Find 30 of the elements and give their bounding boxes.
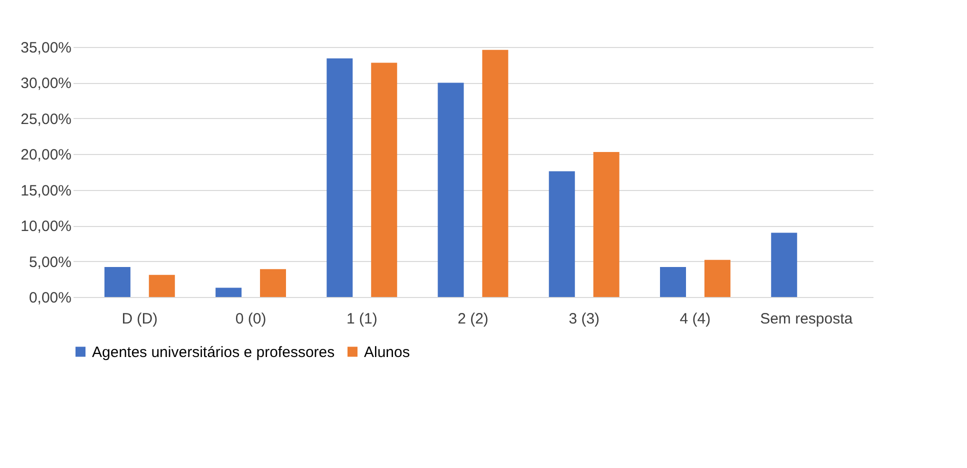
y-tick-label: 0,00% (28, 290, 72, 306)
bar (548, 171, 575, 297)
y-tick-label: 25,00% (20, 110, 72, 128)
bar (260, 269, 286, 297)
y-tick-label: 20,00% (20, 146, 72, 164)
y-tick-label: 10,00% (20, 218, 72, 236)
x-tick-label: 0 (0) (235, 310, 266, 328)
x-tick-label: 3 (3) (568, 310, 600, 328)
legend-label: Agentes universitários e professores (92, 344, 335, 361)
x-tick-label: 1 (1) (346, 310, 378, 328)
bar (660, 267, 686, 297)
x-tick-label: Sem resposta (760, 310, 854, 328)
x-tick-label: 2 (2) (458, 310, 488, 328)
x-tick-label: 4 (4) (680, 310, 711, 328)
legend-label: Alunos (364, 344, 410, 361)
y-tick-label: 5,00% (28, 254, 72, 271)
bar (371, 62, 398, 297)
bar (438, 82, 464, 297)
bar (216, 288, 242, 297)
y-tick-label: 15,00% (20, 182, 72, 200)
bar (148, 274, 175, 297)
bar (326, 58, 353, 297)
bar (593, 152, 620, 297)
bar (771, 232, 798, 297)
y-tick-label: 35,00% (20, 40, 72, 56)
y-tick-label: 30,00% (20, 75, 72, 92)
bar (482, 50, 508, 297)
x-tick-label: D (D) (122, 310, 158, 328)
bar (104, 267, 130, 297)
bar (704, 260, 730, 297)
